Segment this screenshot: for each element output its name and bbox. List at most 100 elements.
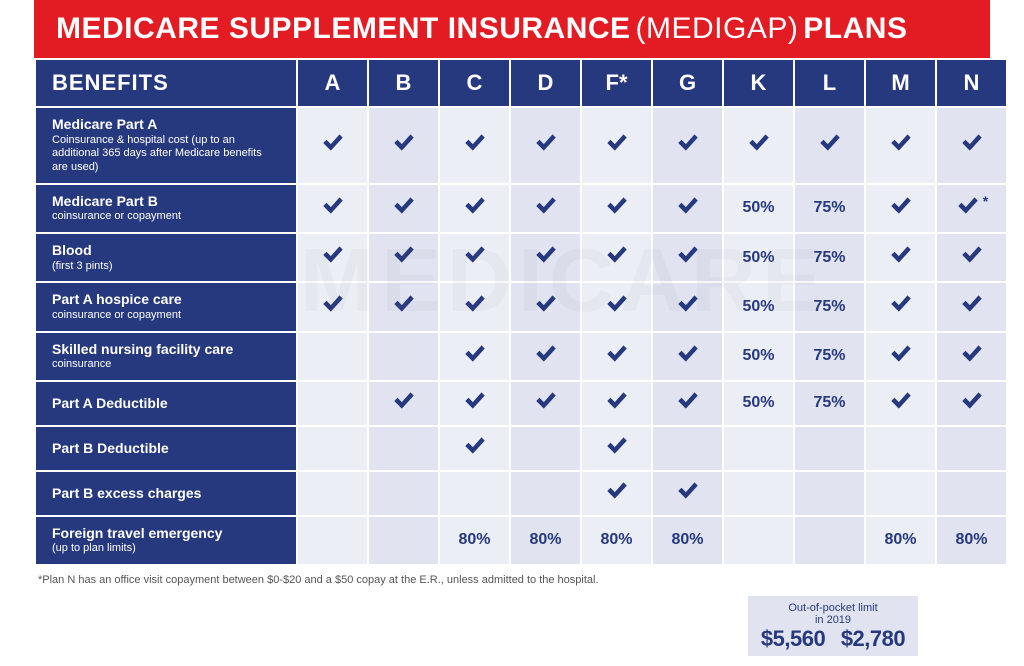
value-cell bbox=[511, 108, 580, 183]
plan-header: B bbox=[369, 60, 438, 106]
value-cell bbox=[440, 472, 509, 515]
check-icon bbox=[604, 130, 630, 156]
plan-header: G bbox=[653, 60, 722, 106]
value-cell bbox=[369, 517, 438, 564]
value-cell bbox=[298, 382, 367, 425]
value-cell: 75% bbox=[795, 283, 864, 330]
value-cell: 80% bbox=[937, 517, 1006, 564]
check-icon bbox=[462, 193, 488, 219]
check-icon bbox=[391, 291, 417, 317]
value-cell bbox=[653, 382, 722, 425]
plans-table: BENEFITS ABCDF*GKLMN Medicare Part ACoin… bbox=[34, 58, 1008, 566]
value-cell bbox=[653, 185, 722, 232]
check-icon bbox=[604, 341, 630, 367]
oop-values: $5,560 $2,780 bbox=[756, 626, 910, 652]
value-cell: 80% bbox=[866, 517, 935, 564]
title-part3: PLANS bbox=[803, 12, 907, 45]
table-row: Part B excess charges bbox=[36, 472, 1006, 515]
benefit-title: Skilled nursing facility care bbox=[52, 341, 280, 359]
value-cell: 75% bbox=[795, 382, 864, 425]
value-cell: * bbox=[937, 185, 1006, 232]
value-cell bbox=[795, 108, 864, 183]
check-icon-asterisk: * bbox=[955, 206, 988, 223]
value-cell bbox=[653, 427, 722, 470]
value-cell bbox=[369, 234, 438, 281]
value-cell bbox=[440, 382, 509, 425]
value-cell bbox=[653, 472, 722, 515]
value-cell: 75% bbox=[795, 333, 864, 380]
benefit-subtitle: coinsurance or copayment bbox=[52, 309, 280, 323]
table-body: Medicare Part ACoinsurance & hospital co… bbox=[36, 108, 1006, 564]
check-icon bbox=[533, 291, 559, 317]
plan-header: K bbox=[724, 60, 793, 106]
value-cell bbox=[653, 234, 722, 281]
value-cell bbox=[582, 427, 651, 470]
value-cell bbox=[298, 108, 367, 183]
benefit-title: Part B excess charges bbox=[52, 485, 280, 503]
value-cell bbox=[866, 472, 935, 515]
check-icon bbox=[888, 130, 914, 156]
table-row: Part A hospice carecoinsurance or copaym… bbox=[36, 283, 1006, 330]
check-icon bbox=[675, 130, 701, 156]
check-icon bbox=[888, 193, 914, 219]
plan-header: N bbox=[937, 60, 1006, 106]
benefit-cell: Blood(first 3 pints) bbox=[36, 234, 296, 281]
table-row: Part B Deductible bbox=[36, 427, 1006, 470]
value-cell bbox=[511, 472, 580, 515]
check-icon bbox=[604, 388, 630, 414]
check-icon bbox=[462, 341, 488, 367]
value-cell bbox=[866, 427, 935, 470]
value-cell bbox=[298, 283, 367, 330]
page-container: MEDICARE SUPPLEMENT INSURANCE (MEDIGAP) … bbox=[0, 0, 1024, 586]
check-icon bbox=[604, 291, 630, 317]
benefit-cell: Medicare Part ACoinsurance & hospital co… bbox=[36, 108, 296, 183]
value-cell bbox=[369, 427, 438, 470]
value-cell bbox=[724, 517, 793, 564]
value-cell: 50% bbox=[724, 333, 793, 380]
check-icon bbox=[959, 291, 985, 317]
value-cell: 80% bbox=[582, 517, 651, 564]
value-cell bbox=[369, 333, 438, 380]
check-icon bbox=[391, 193, 417, 219]
check-icon bbox=[604, 478, 630, 504]
benefit-title: Part A Deductible bbox=[52, 395, 280, 413]
check-icon bbox=[391, 242, 417, 268]
value-cell bbox=[440, 283, 509, 330]
value-cell bbox=[795, 427, 864, 470]
benefit-title: Part A hospice care bbox=[52, 291, 280, 309]
value-cell bbox=[511, 185, 580, 232]
value-cell bbox=[298, 333, 367, 380]
check-icon bbox=[888, 291, 914, 317]
plan-header: M bbox=[866, 60, 935, 106]
check-icon bbox=[959, 341, 985, 367]
check-icon bbox=[533, 388, 559, 414]
title-part1: MEDICARE SUPPLEMENT INSURANCE bbox=[56, 12, 631, 45]
value-cell: 50% bbox=[724, 234, 793, 281]
value-cell bbox=[511, 382, 580, 425]
value-cell bbox=[866, 283, 935, 330]
benefit-cell: Medicare Part Bcoinsurance or copayment bbox=[36, 185, 296, 232]
benefit-title: Medicare Part A bbox=[52, 116, 280, 134]
value-cell bbox=[511, 333, 580, 380]
value-cell: 80% bbox=[653, 517, 722, 564]
benefit-subtitle: (first 3 pints) bbox=[52, 260, 280, 274]
benefit-subtitle: (up to plan limits) bbox=[52, 542, 280, 556]
check-icon bbox=[675, 291, 701, 317]
value-cell bbox=[369, 283, 438, 330]
check-icon bbox=[675, 388, 701, 414]
oop-value-k: $5,560 bbox=[761, 626, 825, 651]
value-cell bbox=[866, 333, 935, 380]
value-cell bbox=[653, 108, 722, 183]
value-cell bbox=[440, 108, 509, 183]
value-cell bbox=[298, 517, 367, 564]
value-cell: 50% bbox=[724, 382, 793, 425]
check-icon bbox=[604, 242, 630, 268]
check-icon bbox=[959, 242, 985, 268]
benefit-title: Medicare Part B bbox=[52, 193, 280, 211]
plan-header: C bbox=[440, 60, 509, 106]
value-cell bbox=[937, 333, 1006, 380]
header-row: BENEFITS ABCDF*GKLMN bbox=[36, 60, 1006, 106]
value-cell: 80% bbox=[511, 517, 580, 564]
value-cell bbox=[582, 108, 651, 183]
check-icon bbox=[959, 130, 985, 156]
